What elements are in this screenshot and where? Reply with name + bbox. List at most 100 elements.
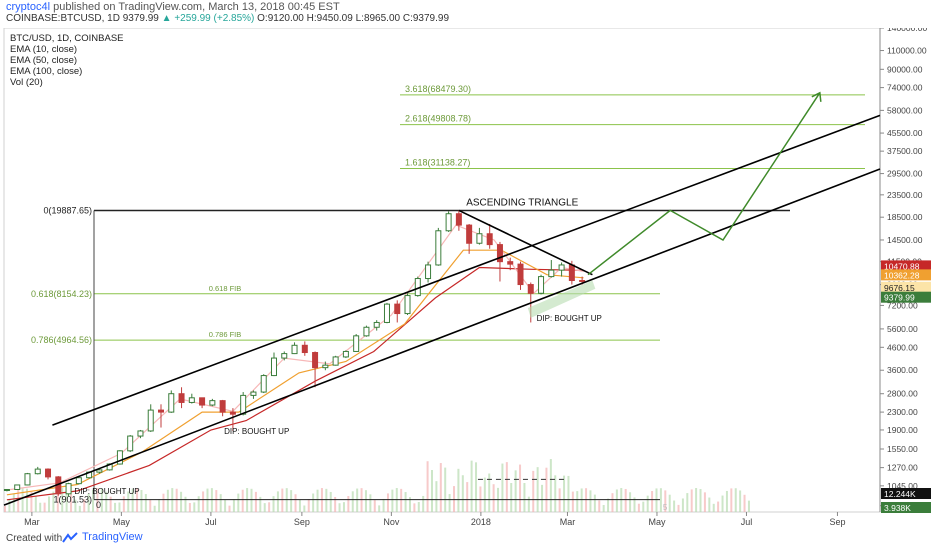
candle-body (517, 263, 524, 286)
candle-body (116, 450, 123, 465)
volume-bar (21, 488, 24, 512)
volume-bar (611, 493, 614, 512)
volume-bar (166, 489, 169, 512)
dip-label: DIP: BOUGHT UP (224, 427, 289, 436)
y-tick-label: 1045.00 (887, 481, 918, 491)
volume-bar (607, 498, 610, 512)
candle-body (312, 352, 319, 369)
volume-bar (563, 475, 566, 512)
y-tick-label: 1550.00 (887, 444, 918, 454)
candle-body (496, 244, 503, 263)
price-chart[interactable]: 140000.00 110000.00 90000.00 74000.00 58000.… (0, 28, 932, 528)
volume-bar (281, 488, 284, 512)
candle-body (75, 477, 82, 485)
volume-bar (690, 489, 693, 512)
volume-bar (237, 493, 240, 512)
volume-bar (378, 505, 381, 512)
candle-body (188, 397, 195, 403)
candle-body (199, 397, 206, 406)
y-tick-label: 2300.00 (887, 407, 918, 417)
channel-lower-line (3, 168, 881, 506)
y-tick-label: 110000.00 (887, 46, 927, 56)
publish-line: cryptoc4l published on TradingView.com, … (6, 1, 340, 13)
volume-tag-label: 3.938K (884, 503, 911, 513)
y-tick-label: 2800.00 (887, 389, 918, 399)
volume-tag (881, 502, 931, 513)
fib-label: 0.618(8154.23) (31, 289, 92, 299)
y-tick-label: 14500.00 (887, 235, 923, 245)
volume-bar (629, 492, 632, 512)
volume-bar (725, 490, 728, 512)
volume-bar (118, 502, 121, 512)
volume-bar (109, 496, 112, 512)
candle-body (383, 303, 390, 323)
candle-body (404, 295, 411, 315)
volume-bar (30, 491, 33, 512)
dip-highlight (527, 280, 596, 318)
y-tick-label: 3600.00 (887, 365, 918, 375)
candle-body (158, 409, 165, 413)
author-link[interactable]: cryptoc4l (6, 1, 51, 13)
candle-body (579, 279, 586, 282)
tradingview-brand[interactable]: TradingView (82, 531, 143, 543)
candle-body (96, 469, 103, 473)
price-change: ▲ +259.99 (+2.85%) (161, 13, 255, 24)
symbol-name: COINBASE:BTCUSD, 1D (6, 13, 120, 24)
volume-bar (202, 491, 205, 512)
volume-bar (404, 492, 407, 512)
candle-body (425, 264, 432, 280)
volume-bar (536, 467, 539, 512)
volume-bar (651, 491, 654, 512)
candle-body (558, 264, 565, 271)
volume-bar (664, 490, 667, 512)
close-value: 9379.99 (412, 13, 450, 24)
volume-bar (369, 494, 372, 512)
volume-bar (87, 493, 90, 512)
volume-bar (532, 470, 535, 512)
x-tick-label: Mar (24, 517, 40, 527)
projection-arrow-head (811, 91, 822, 102)
candle-body (373, 321, 380, 328)
legend-volume[interactable]: Vol (20) (10, 77, 43, 88)
volume-bar (122, 496, 125, 512)
volume-bar (188, 502, 191, 512)
legend-ema100[interactable]: EMA (100, close) (10, 66, 83, 77)
volume-bar (61, 488, 64, 512)
volume-bar (8, 499, 11, 512)
volume-bar (34, 496, 37, 512)
volume-bar (470, 460, 473, 512)
volume-bar (549, 459, 552, 512)
y-tick-label: 1900.00 (887, 425, 918, 435)
legend-ema50[interactable]: EMA (50, close) (10, 55, 78, 66)
volume-bar (541, 484, 544, 512)
candle-body (486, 233, 493, 246)
volume-bar (523, 483, 526, 512)
volume-bar (505, 462, 508, 512)
volume-bar (48, 496, 51, 512)
volume-bar (417, 502, 420, 512)
volume-bar (197, 496, 200, 512)
overlay-scale-label: 5 (663, 503, 668, 512)
legend-ema10[interactable]: EMA (10, close) (10, 44, 78, 55)
volume-bar (483, 477, 486, 512)
volume-bar (734, 488, 737, 512)
volume-bar (576, 491, 579, 512)
candle-body (291, 344, 298, 355)
volume-bar (175, 488, 178, 512)
y-tick-label: 74000.00 (887, 83, 923, 93)
volume-bar (712, 503, 715, 512)
volume-bar (52, 491, 55, 512)
volume-bar (426, 461, 429, 512)
volume-bar (461, 475, 464, 512)
volume-bar (290, 490, 293, 512)
volume-bar (615, 489, 618, 512)
legend-title: BTC/USD, 1D, COINBASE (10, 33, 124, 44)
volume-bar (206, 488, 209, 512)
y-tick-label: 1270.00 (887, 463, 918, 473)
volume-bar (74, 499, 77, 512)
candle-body (137, 430, 144, 437)
volume-bar (364, 490, 367, 512)
volume-bar (351, 491, 354, 512)
candle-body (322, 364, 329, 369)
fib-mid-label: 0.618 FIB (209, 284, 242, 293)
